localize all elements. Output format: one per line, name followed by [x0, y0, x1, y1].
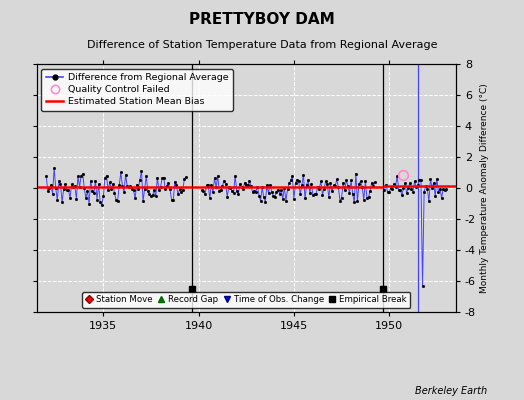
Y-axis label: Monthly Temperature Anomaly Difference (°C): Monthly Temperature Anomaly Difference (… [480, 83, 489, 293]
Legend: Station Move, Record Gap, Time of Obs. Change, Empirical Break: Station Move, Record Gap, Time of Obs. C… [82, 292, 410, 308]
Text: Berkeley Earth: Berkeley Earth [415, 386, 487, 396]
Text: Difference of Station Temperature Data from Regional Average: Difference of Station Temperature Data f… [87, 40, 437, 50]
Text: PRETTYBOY DAM: PRETTYBOY DAM [189, 12, 335, 27]
